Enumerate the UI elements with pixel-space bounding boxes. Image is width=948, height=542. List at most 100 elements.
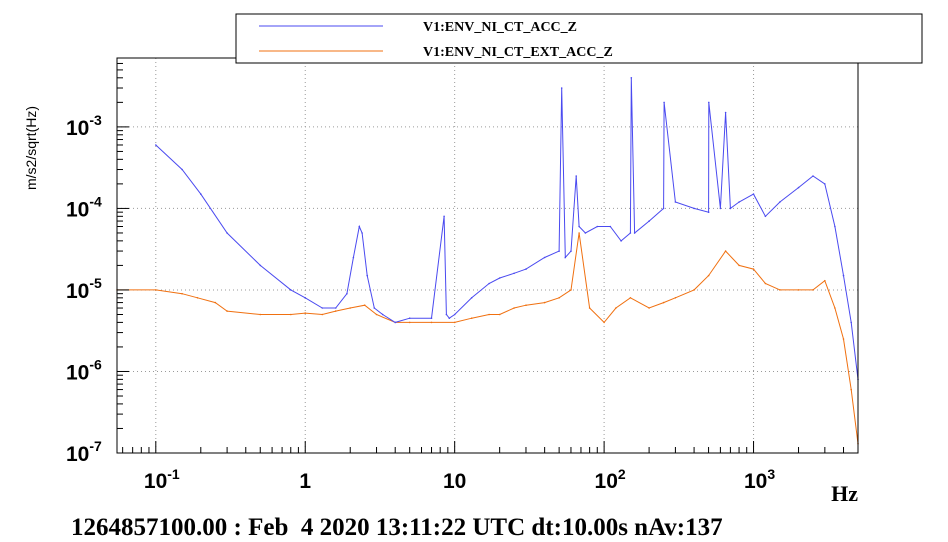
data-point-series-1 <box>304 297 307 299</box>
data-point-series-1 <box>155 144 157 146</box>
data-point-series-1 <box>842 274 845 277</box>
y-tick-label: 10-5 <box>66 275 102 303</box>
plot-frame <box>116 57 859 454</box>
axis-ticks <box>117 57 859 454</box>
data-point-series-2 <box>453 321 456 324</box>
data-point-series-2 <box>155 289 157 291</box>
data-point-series-2 <box>588 307 591 309</box>
data-point-series-1 <box>578 225 580 228</box>
data-point-series-2 <box>834 307 836 309</box>
data-point-series-1 <box>443 215 445 218</box>
data-point-series-2 <box>724 250 727 252</box>
data-point-series-2 <box>662 301 665 304</box>
data-point-series-1 <box>488 282 490 285</box>
series-line-1 <box>155 77 859 380</box>
data-point-series-1 <box>729 207 732 210</box>
data-point-series-1 <box>470 297 473 299</box>
series-line-2 <box>117 232 859 444</box>
data-point-series-1 <box>738 201 740 203</box>
data-point-series-1 <box>373 307 376 309</box>
y-tick-label: 10-7 <box>66 438 102 466</box>
data-point-series-1 <box>430 317 433 320</box>
data-point-series-2 <box>259 313 262 316</box>
data-point-series-1 <box>560 87 563 89</box>
data-point-series-1 <box>663 101 665 104</box>
data-point-series-2 <box>629 297 632 299</box>
data-point-series-1 <box>609 225 612 228</box>
data-point-series-1 <box>181 168 183 171</box>
data-point-series-1 <box>394 321 397 324</box>
data-point-series-2 <box>375 313 378 316</box>
data-point-series-1 <box>498 277 501 279</box>
data-point-series-1 <box>596 225 599 228</box>
data-point-series-1 <box>226 232 228 234</box>
data-point-series-2 <box>570 289 572 291</box>
footer-timestamp: 1264857100.00 : Feb 4 2020 13:11:22 UTC … <box>71 514 723 541</box>
legend-label-series-2: V1:ENV_NI_CT_EXT_ACC_Z <box>423 45 613 60</box>
data-point-series-1 <box>445 313 448 316</box>
data-point-series-1 <box>408 317 411 320</box>
data-point-series-2 <box>674 297 677 299</box>
data-point-series-2 <box>797 289 800 291</box>
data-point-series-1 <box>513 272 515 275</box>
y-tick-labels: 10-7 10-6 10-5 10-4 10-3 <box>66 112 102 466</box>
data-point-series-2 <box>363 304 366 307</box>
data-point-series-1 <box>366 274 369 277</box>
data-point-series-1 <box>633 232 636 234</box>
y-tick-label: 10-4 <box>66 193 102 221</box>
data-point-series-1 <box>674 201 677 203</box>
data-point-series-2 <box>738 264 740 267</box>
data-point-series-2 <box>321 313 324 316</box>
data-point-series-1 <box>850 321 852 324</box>
data-point-series-1 <box>584 232 587 234</box>
grid-lines <box>117 58 858 453</box>
data-point-series-1 <box>812 175 814 177</box>
data-point-series-1 <box>352 256 355 259</box>
x-tick-label: 1 <box>299 470 311 493</box>
data-point-series-2 <box>850 388 852 391</box>
data-point-series-1 <box>543 256 546 259</box>
x-tick-label: 10-1 <box>144 466 180 493</box>
data-point-series-1 <box>648 220 650 222</box>
data-point-series-1 <box>824 183 826 185</box>
data-point-series-1 <box>290 289 292 291</box>
data-point-series-2 <box>290 313 292 316</box>
y-tick-label: 10-6 <box>66 356 102 384</box>
data-point-series-2 <box>488 313 490 316</box>
data-point-series-2 <box>764 282 767 285</box>
data-point-series-2 <box>226 310 228 312</box>
data-point-series-2 <box>430 321 433 324</box>
data-point-series-2 <box>196 297 199 299</box>
data-point-series-2 <box>648 307 650 309</box>
data-point-series-1 <box>448 317 451 320</box>
y-axis-label: m/s2/sqrt(Hz) <box>23 106 39 190</box>
series-layer <box>116 77 859 445</box>
data-point-series-1 <box>358 225 361 228</box>
x-tick-label: 103 <box>744 466 775 493</box>
legend[interactable]: V1:ENV_NI_CT_ACC_Z V1:ENV_NI_CT_EXT_ACC_… <box>235 13 923 64</box>
data-point-series-1 <box>564 256 567 259</box>
data-point-series-2 <box>408 321 411 324</box>
data-point-series-2 <box>181 292 183 295</box>
legend-box <box>235 13 923 64</box>
data-point-series-2 <box>498 313 501 316</box>
data-point-series-1 <box>719 207 722 210</box>
data-point-series-2 <box>525 304 527 307</box>
data-point-series-1 <box>764 215 767 218</box>
data-point-series-2 <box>615 307 617 309</box>
data-point-series-1 <box>724 111 727 114</box>
data-point-series-1 <box>575 175 577 177</box>
legend-label-series-1: V1:ENV_NI_CT_ACC_Z <box>423 20 577 35</box>
x-tick-labels: 10-1 1 10 102 103 <box>144 466 775 493</box>
data-point-series-2 <box>558 297 560 299</box>
data-point-series-2 <box>693 289 695 291</box>
data-point-series-1 <box>779 201 781 203</box>
data-point-series-2 <box>334 310 337 312</box>
data-point-series-1 <box>321 307 324 309</box>
x-tick-label: 10 <box>443 470 466 493</box>
data-point-series-1 <box>708 101 710 104</box>
data-point-series-2 <box>842 338 845 340</box>
data-point-series-2 <box>603 321 605 324</box>
data-point-series-2 <box>707 274 710 277</box>
